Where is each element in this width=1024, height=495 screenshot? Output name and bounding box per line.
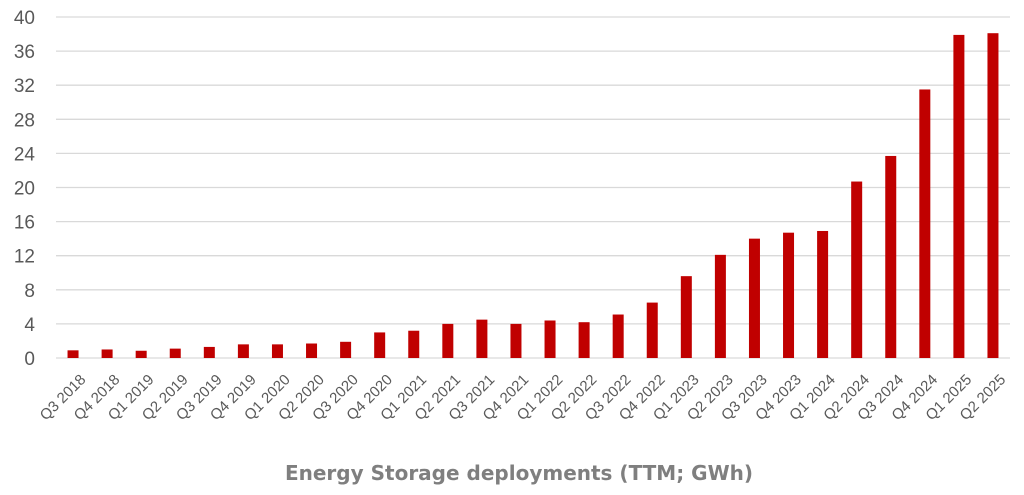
bar [203,346,215,358]
y-tick-label: 4 [24,315,35,336]
y-tick-label: 8 [24,281,35,302]
bar [578,322,590,358]
bar [135,350,147,358]
bars [67,33,999,359]
y-tick-label: 24 [14,144,36,165]
bar [476,319,488,358]
bar [783,232,795,358]
bar [851,181,863,358]
bar [408,330,420,358]
bar [101,349,113,358]
bar [237,344,249,358]
bar [817,230,829,358]
bar [748,238,760,358]
y-tick-label: 32 [14,76,35,97]
y-tick-label: 16 [14,213,35,234]
bar [544,320,556,358]
bar [169,348,181,358]
y-tick-label: 0 [24,349,35,370]
bar [987,33,999,358]
bar [885,155,897,358]
y-tick-label: 12 [14,247,35,268]
bar [271,344,283,358]
y-tick-label: 36 [14,42,35,63]
chart-title: Energy Storage deployments (TTM; GWh) [285,461,753,485]
y-tick-label: 20 [14,179,35,200]
bar [646,302,658,358]
bar [306,343,318,358]
bar [714,254,726,358]
bar [680,276,692,358]
bar [953,34,965,359]
bar [919,89,931,359]
bar [67,350,79,358]
gridlines [56,16,1010,359]
bar [340,341,352,358]
y-axis-ticks: 0 4 8 12 16 20 24 28 32 36 40 [14,8,36,370]
y-tick-label: 40 [14,8,35,29]
bar [612,314,624,358]
bar [442,323,454,358]
y-tick-label: 28 [14,110,35,131]
bar [374,332,386,358]
bar [510,323,522,358]
